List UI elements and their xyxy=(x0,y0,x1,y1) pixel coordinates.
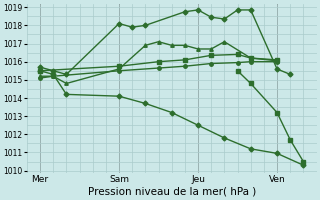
X-axis label: Pression niveau de la mer( hPa ): Pression niveau de la mer( hPa ) xyxy=(88,187,256,197)
